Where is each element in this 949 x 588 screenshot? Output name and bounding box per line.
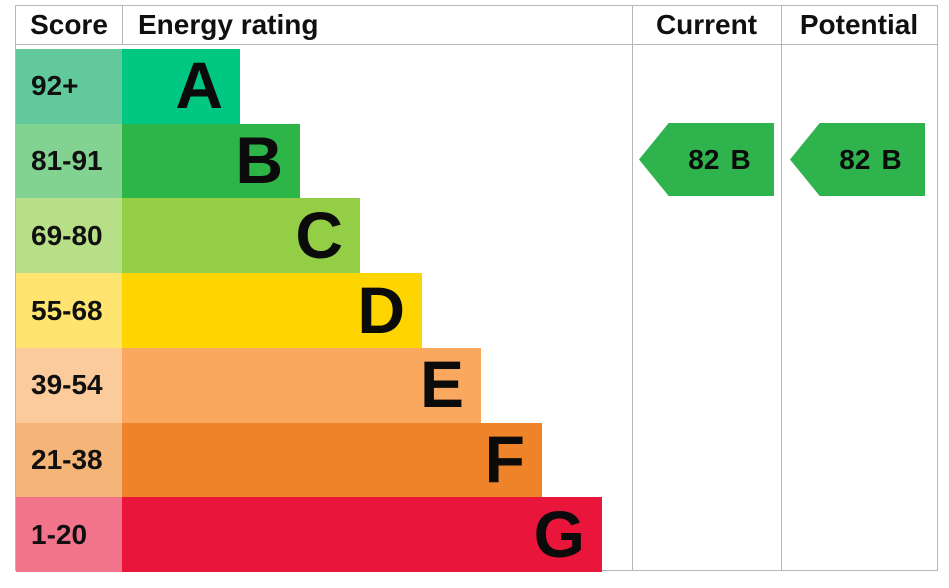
score-range-b: 81-91 (31, 145, 103, 177)
column-header-potential: Potential (799, 9, 919, 40)
band-letter-g: G (533, 496, 585, 571)
score-cell-f: 21-38 (16, 422, 122, 498)
band-letter-c: C (295, 197, 343, 272)
score-cell-b: 81-91 (16, 123, 122, 199)
current-column-divider (632, 6, 633, 570)
score-cell-d: 55-68 (16, 273, 122, 348)
score-range-g: 1-20 (31, 518, 88, 550)
band-letter-f: F (484, 421, 525, 496)
column-header-score: Score (30, 9, 108, 40)
band-row-a: 92+ A (16, 49, 937, 124)
current-rating-label: 82 B (688, 143, 751, 175)
score-range-e: 39-54 (31, 369, 103, 401)
band-bar-c: C (122, 197, 360, 274)
band-row-b: 81-91 B (16, 123, 937, 199)
band-row-c: 69-80 C (16, 197, 937, 274)
band-bar-d: D (122, 273, 422, 348)
band-bar-g: G (122, 496, 602, 573)
score-cell-a: 92+ (16, 49, 122, 124)
band-row-g: 1-20 G (16, 496, 937, 573)
potential-rating-label: 82 B (839, 143, 902, 175)
current-rating-score: 82 (688, 143, 720, 175)
band-letter-a: A (175, 48, 223, 123)
score-range-d: 55-68 (31, 294, 103, 326)
potential-rating-score: 82 (839, 143, 871, 175)
band-letter-e: E (419, 347, 464, 422)
band-row-f: 21-38 F (16, 421, 937, 498)
current-rating-arrow: 82 B (639, 123, 774, 196)
band-letter-b: B (235, 123, 283, 198)
band-letter-d: D (357, 272, 405, 347)
score-column-divider (122, 6, 123, 44)
score-range-f: 21-38 (31, 443, 103, 475)
band-bar-b: B (122, 123, 300, 199)
band-row-e: 39-54 E (16, 347, 937, 423)
band-rows: 92+ A 81-91 B 69-80 C 55-68 D 39-54 E 21… (16, 49, 937, 573)
current-rating-band: B (730, 143, 751, 175)
column-header-current: Current (655, 9, 758, 40)
score-range-a: 92+ (31, 70, 79, 102)
potential-rating-arrow: 82 B (790, 123, 925, 196)
band-row-d: 55-68 D (16, 273, 937, 348)
potential-rating-band: B (881, 143, 902, 175)
potential-column-divider (781, 6, 782, 570)
band-bar-a: A (122, 49, 240, 124)
header-divider (16, 44, 937, 45)
score-cell-c: 69-80 (16, 198, 122, 274)
score-range-c: 69-80 (31, 219, 103, 251)
score-cell-e: 39-54 (16, 347, 122, 423)
chart-frame: Score Energy rating Current Potential 92… (15, 5, 938, 573)
column-header-energy-rating: Energy rating (138, 9, 319, 40)
band-bar-f: F (122, 421, 542, 498)
band-bar-e: E (122, 347, 481, 423)
score-cell-g: 1-20 (16, 497, 122, 573)
